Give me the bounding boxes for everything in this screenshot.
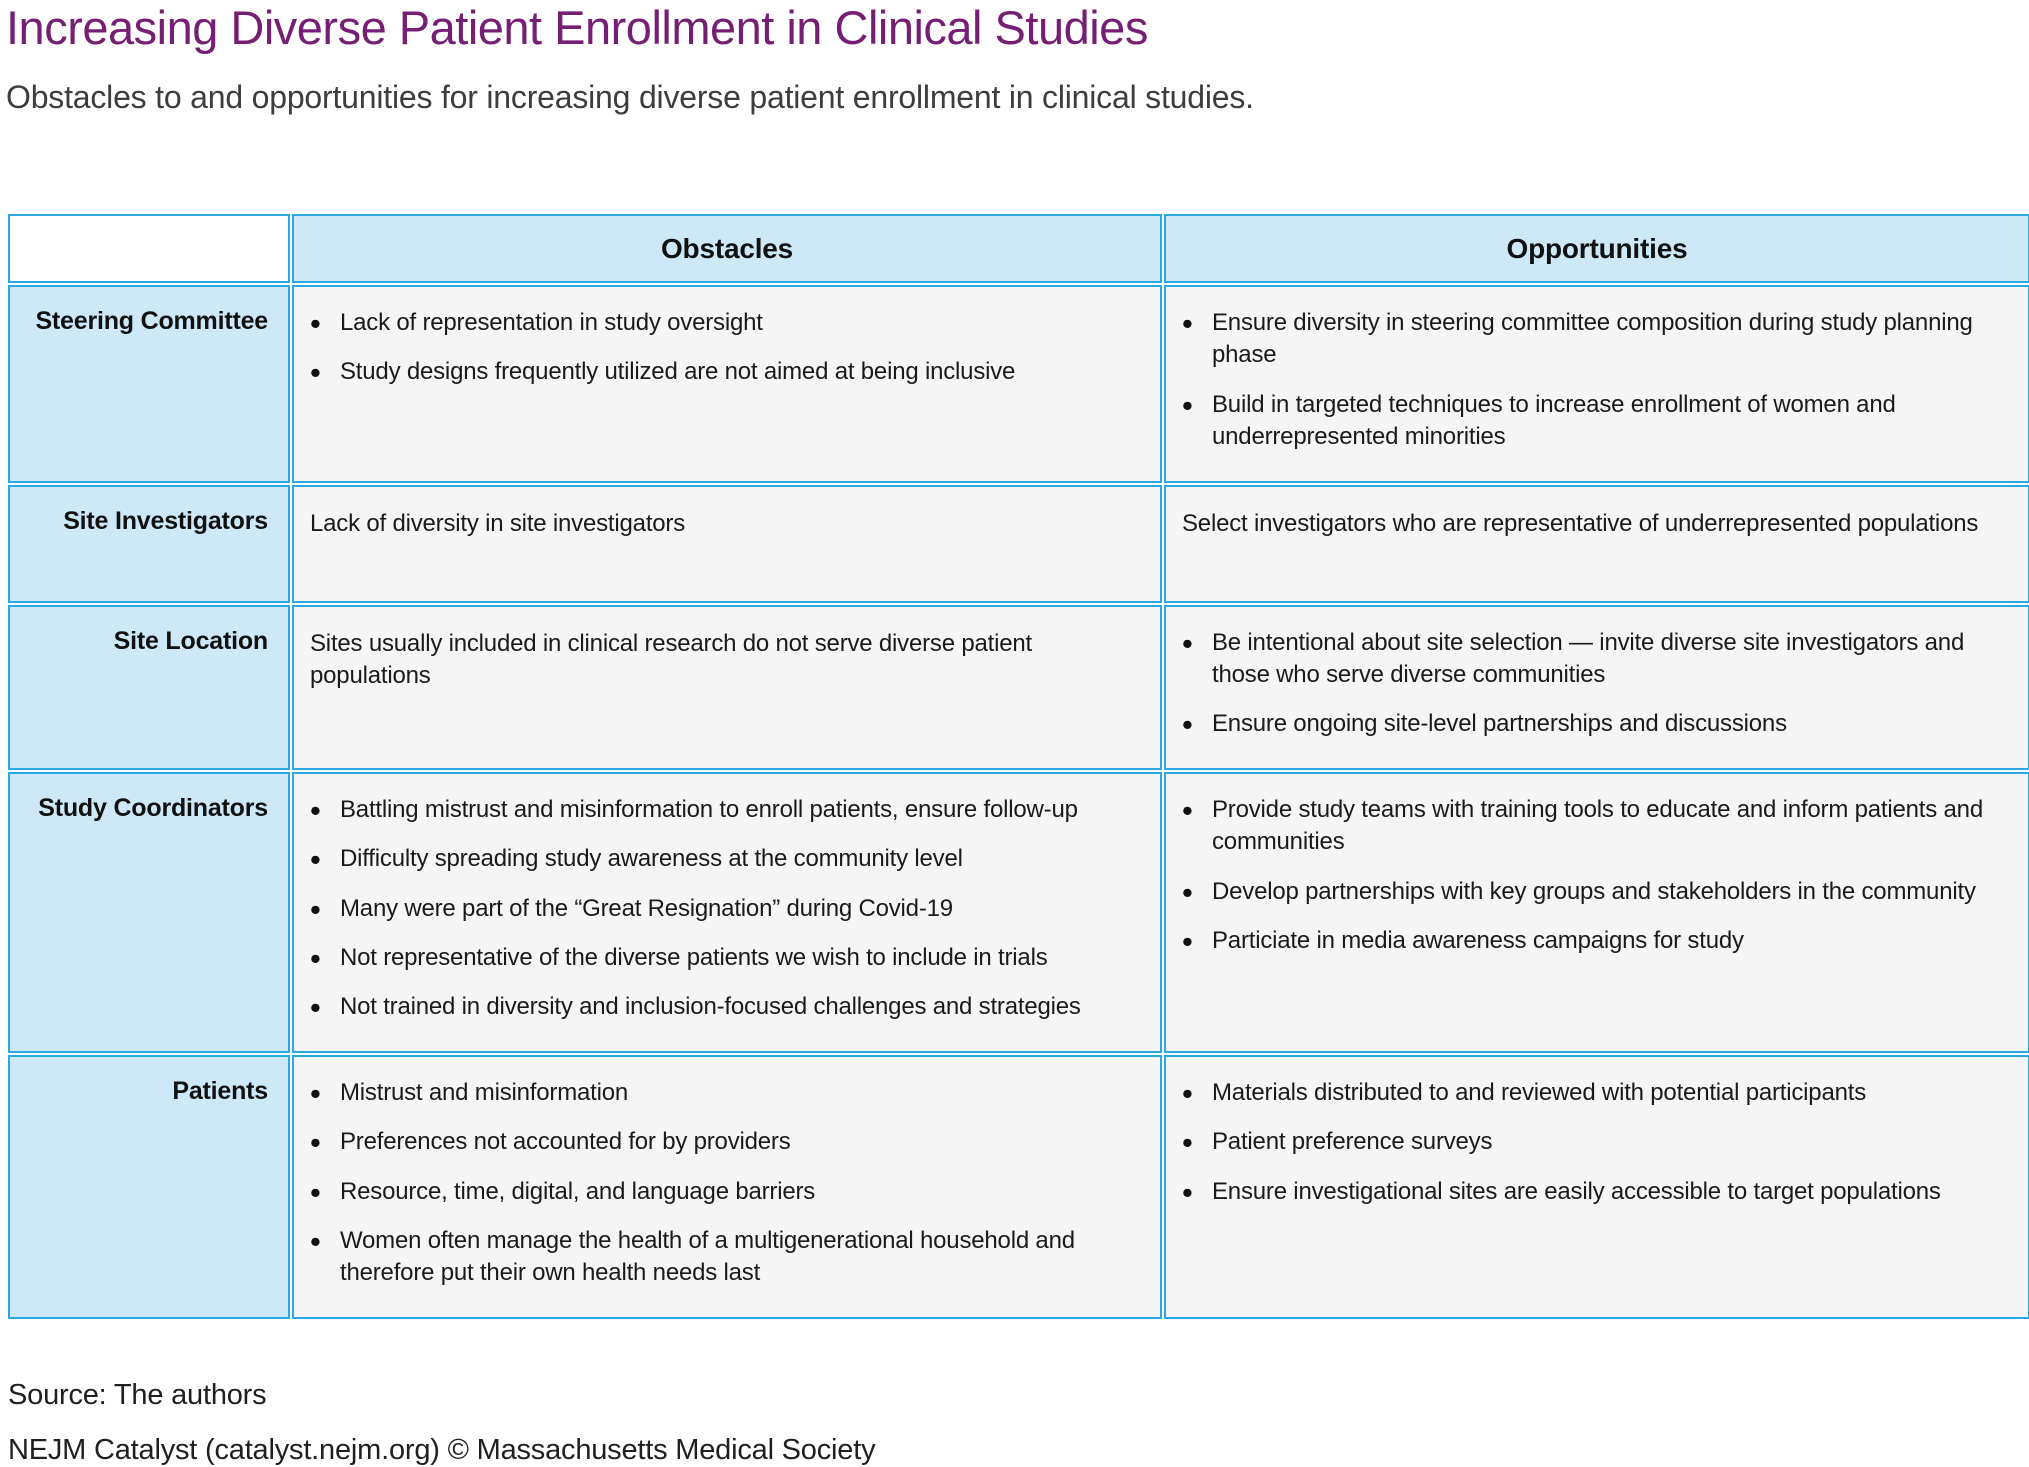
bullet-list: Be intentional about site selection — in… (1182, 623, 2018, 747)
row-label: Site Investigators (8, 484, 290, 603)
bullet-item: Not trained in diversity and inclusion-f… (310, 987, 1150, 1029)
bullet-item: Preferences not accounted for by provide… (310, 1122, 1150, 1164)
subtitle: Obstacles to and opportunities for incre… (6, 78, 1254, 115)
bullet-item: Study designs frequently utilized are no… (310, 352, 1150, 394)
obstacles-cell: Sites usually included in clinical resea… (292, 604, 1162, 770)
bullet-item: Patient preference surveys (1182, 1122, 2018, 1164)
opportunities-cell: Materials distributed to and reviewed wi… (1164, 1054, 2029, 1319)
bullet-item: Mistrust and misinformation (310, 1073, 1150, 1115)
obstacles-cell: Battling mistrust and misinformation to … (292, 771, 1162, 1053)
table-body: Steering Committee Lack of representation… (8, 285, 2029, 1319)
obstacles-cell: Mistrust and misinformation Preferences n… (292, 1054, 1162, 1319)
opportunities-cell: Provide study teams with training tools … (1164, 771, 2029, 1053)
bullet-list: Ensure diversity in steering committee c… (1182, 303, 2018, 454)
page-title: Increasing Diverse Patient Enrollment in… (6, 1, 1148, 54)
opportunities-cell: Be intentional about site selection — in… (1164, 604, 2029, 770)
row-label: Patients (8, 1054, 290, 1319)
bullet-item: Be intentional about site selection — in… (1182, 623, 2018, 692)
cell-text: Lack of diversity in site investigators (310, 509, 686, 537)
bullet-item: Many were part of the “Great Resignation… (310, 889, 1150, 931)
enrollment-table: Obstacles Opportunities Steering Committ… (6, 212, 2029, 1321)
row-label: Site Location (8, 604, 290, 770)
table-row: Steering Committee Lack of representation… (8, 285, 2029, 483)
cell-text: Select investigators who are representat… (1182, 509, 1979, 537)
bullet-list: Mistrust and misinformation Preferences n… (310, 1073, 1150, 1290)
bullet-list: Battling mistrust and misinformation to … (310, 790, 1150, 1030)
bullet-item: Provide study teams with training tools … (1182, 790, 2018, 859)
opportunities-cell: Ensure diversity in steering committee c… (1164, 285, 2029, 483)
bullet-item: Materials distributed to and reviewed wi… (1182, 1073, 2018, 1115)
opportunities-cell: Select investigators who are representat… (1164, 484, 2029, 603)
table-row: Patients Mistrust and misinformation Prefe… (8, 1054, 2029, 1319)
bullet-item: Ensure ongoing site-level partnerships a… (1182, 704, 2018, 746)
table-row: Study Coordinators Battling mistrust and … (8, 771, 2029, 1053)
bullet-item: Resource, time, digital, and language ba… (310, 1171, 1150, 1213)
bullet-item: Not representative of the diverse patien… (310, 938, 1150, 980)
bullet-item: Build in targeted techniques to increase… (1182, 385, 2018, 454)
table-row: Site Location Sites usually included in c… (8, 604, 2029, 770)
row-label: Study Coordinators (8, 771, 290, 1053)
bullet-list: Lack of representation in study oversigh… (310, 303, 1150, 395)
source-line: Source: The authors (8, 1378, 267, 1411)
corner-cell (8, 214, 290, 284)
bullet-item: Ensure diversity in steering committee c… (1182, 303, 2018, 372)
header-row: Obstacles Opportunities (8, 214, 2029, 284)
column-header-opportunities: Opportunities (1164, 214, 2029, 284)
bullet-list: Materials distributed to and reviewed wi… (1182, 1073, 2018, 1214)
cell-text: Sites usually included in clinical resea… (310, 629, 1032, 690)
bullet-item: Particiate in media awareness campaigns … (1182, 921, 2018, 963)
obstacles-cell: Lack of diversity in site investigators (292, 484, 1162, 603)
bullet-item: Ensure investigational sites are easily … (1182, 1171, 2018, 1213)
table-row: Site Investigators Lack of diversity in s… (8, 484, 2029, 603)
bullet-item: Lack of representation in study oversigh… (310, 303, 1150, 345)
attribution-line: NEJM Catalyst (catalyst.nejm.org) © Mass… (8, 1433, 876, 1466)
bullet-item: Women often manage the health of a multi… (310, 1221, 1150, 1290)
row-label: Steering Committee (8, 285, 290, 483)
bullet-list: Provide study teams with training tools … (1182, 790, 2018, 963)
bullet-item: Develop partnerships with key groups and… (1182, 872, 2018, 914)
column-header-obstacles: Obstacles (292, 214, 1162, 284)
obstacles-cell: Lack of representation in study oversigh… (292, 285, 1162, 483)
bullet-item: Difficulty spreading study awareness at … (310, 839, 1150, 881)
bullet-item: Battling mistrust and misinformation to … (310, 790, 1150, 832)
